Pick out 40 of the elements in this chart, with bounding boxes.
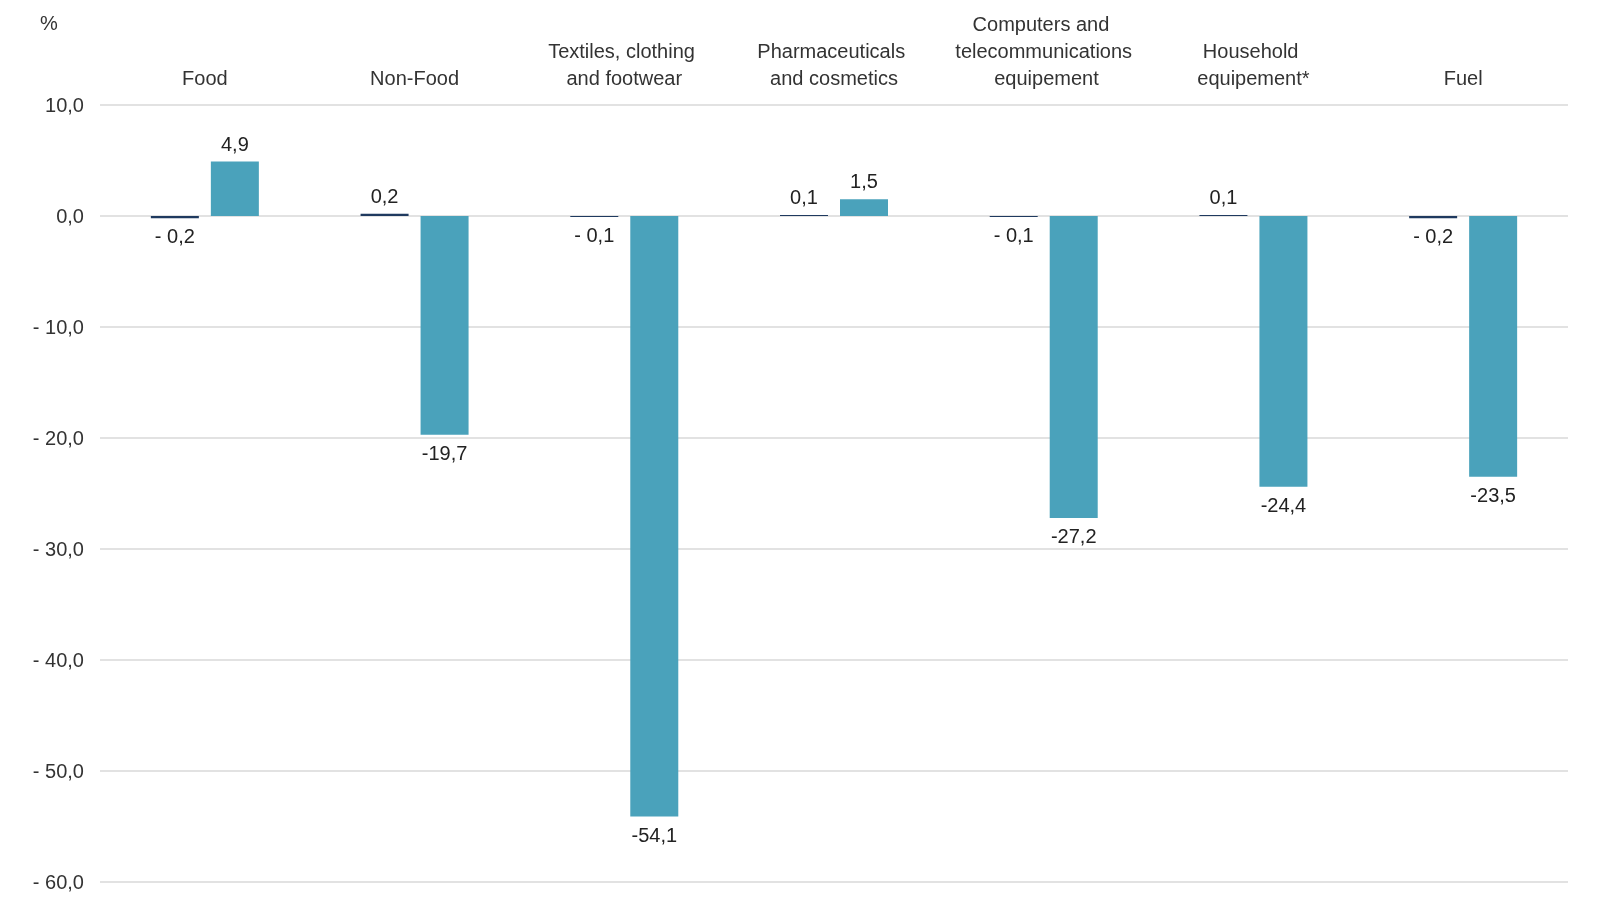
bar [1259,216,1308,487]
bar [150,216,199,219]
y-tick-label: 0,0 [56,205,84,227]
data-label: - 0,1 [993,224,1034,247]
y-tick-label: - 50,0 [32,760,84,782]
x-tick-label: Non-Food [370,66,460,89]
data-label: -24,4 [1260,493,1307,516]
data-label: -19,7 [421,441,468,464]
data-label: - 0,2 [154,225,195,248]
y-tick-label: - 40,0 [32,649,84,671]
x-tick-label: Fuel [1443,66,1483,89]
bar [360,213,409,216]
bar [1469,216,1518,477]
x-tick-label: Computers and telecommunications equipement [955,12,1133,89]
bar [210,161,259,216]
data-label: -23,5 [1470,483,1516,506]
y-tick-label: - 10,0 [32,316,84,338]
x-tick-label: Pharmaceuticals and cosmetics [757,39,911,89]
data-label: -27,2 [1050,524,1097,547]
bar [420,216,469,435]
y-axis-title: % [40,12,58,34]
y-tick-label: - 60,0 [32,871,84,893]
data-label: 4,9 [220,132,249,155]
bar [630,216,679,817]
data-label: - 0,1 [574,224,615,247]
bar [1049,216,1098,518]
data-label: 1,5 [850,170,878,193]
data-label: -54,1 [631,823,678,846]
x-tick-label: Household equipement* [1197,39,1310,89]
data-label: - 0,2 [1413,225,1454,248]
y-tick-label: - 30,0 [32,538,84,560]
bar [840,199,888,216]
data-label: 0,1 [1209,185,1238,208]
y-tick-label: - 20,0 [32,427,84,449]
data-label: 0,2 [370,184,399,207]
x-tick-label: Food [182,66,228,89]
bar [1409,216,1458,219]
data-label: 0,1 [790,185,818,208]
y-tick-label: 10,0 [45,94,84,116]
x-tick-label: Textiles, clothing and footwear [548,39,701,89]
